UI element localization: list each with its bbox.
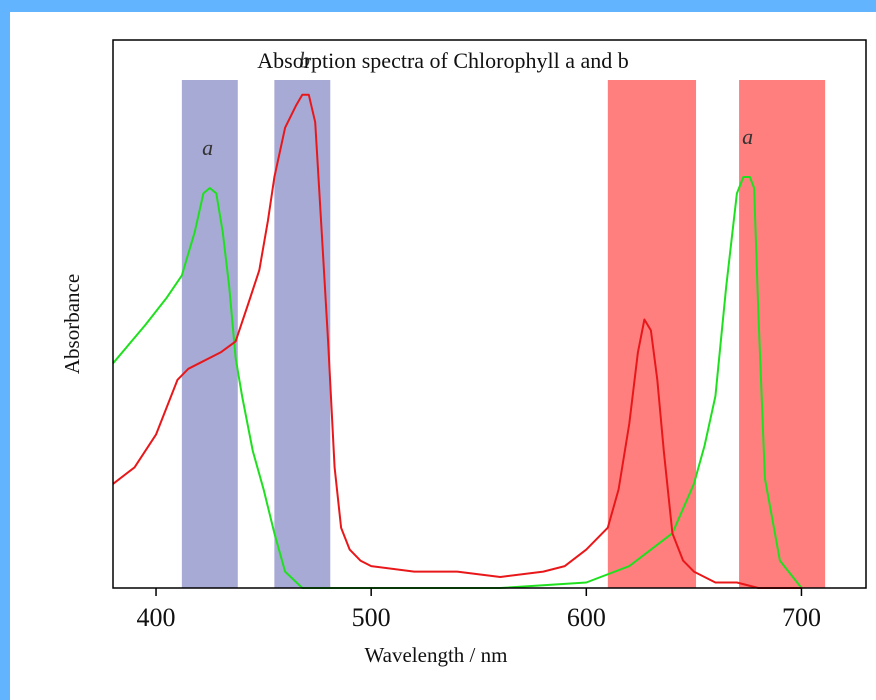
chart-frame: 400 500 600 700 a b a Absorption spectra of C… — [10, 12, 876, 700]
x-axis-title: Wavelength / nm — [365, 643, 508, 667]
red-band-3 — [739, 80, 826, 588]
absorption-chart: 400 500 600 700 a b a Absorption spectra of C… — [60, 39, 867, 667]
y-axis-title: Absorbance — [60, 274, 84, 374]
chlorophyll-b-line — [112, 93, 802, 589]
bands-layer — [181, 80, 826, 588]
blue-band-1 — [274, 80, 331, 588]
peak-label-a-0: a — [202, 135, 213, 160]
blue-band-0 — [181, 80, 238, 588]
plot-border — [112, 39, 867, 589]
x-tick-label-400: 400 — [137, 603, 176, 632]
x-tick-label-700: 700 — [782, 603, 821, 632]
ticks-layer: 400 500 600 700 — [137, 588, 821, 632]
peak-label-a-2: a — [742, 124, 753, 149]
peak-labels-layer: a b a — [202, 47, 753, 160]
x-tick-label-500: 500 — [352, 603, 391, 632]
peak-label-b-1: b — [299, 47, 310, 72]
x-tick-label-600: 600 — [567, 603, 606, 632]
chart-title: Absorption spectra of Chlorophyll a and … — [257, 48, 629, 73]
